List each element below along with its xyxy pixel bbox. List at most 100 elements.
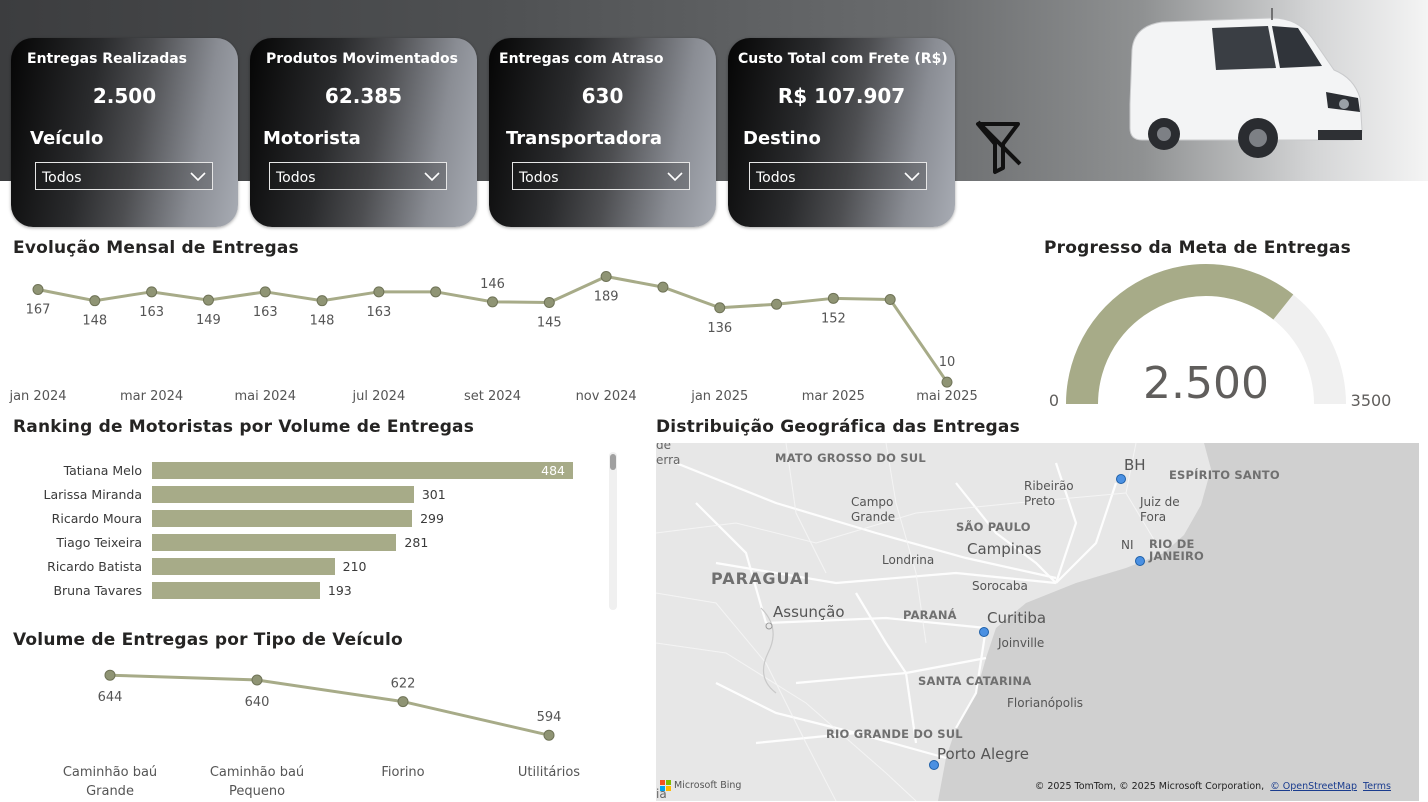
map-label-city: Campinas [967, 540, 1042, 558]
chevron-down-icon [904, 172, 920, 182]
ranking-bar[interactable] [152, 462, 573, 479]
monthly-x-tick: mai 2024 [235, 389, 296, 404]
monthly-x-tick: nov 2024 [576, 389, 637, 404]
map-label-city: Campo [851, 495, 894, 509]
map-label-city: Porto Alegre [937, 745, 1029, 763]
map[interactable]: de erra ia MATO GROSSO DO SUL Campo Gran… [656, 443, 1419, 801]
transportadora-dropdown[interactable]: Todos [512, 162, 690, 190]
kpi-title: Produtos Movimentados [266, 51, 458, 67]
kpi-card-produtos: Produtos Movimentados 62.385 Motorista T… [250, 38, 477, 227]
dropdown-value: Todos [519, 170, 559, 186]
ranking-value-label: 299 [420, 511, 444, 526]
scrollbar-thumb[interactable] [610, 454, 616, 470]
monthly-point[interactable] [600, 270, 612, 282]
ranking-value-label: 301 [421, 487, 446, 502]
monthly-point[interactable] [941, 376, 953, 388]
map-label-city: NI [1121, 538, 1134, 552]
monthly-point[interactable] [827, 292, 839, 304]
monthly-point[interactable] [771, 298, 783, 310]
ranking-category-label: Tiago Teixeira [56, 535, 142, 550]
vehicle-data-label: 644 [98, 690, 123, 705]
ranking-scrollbar[interactable] [609, 452, 617, 610]
monthly-x-tick: set 2024 [464, 389, 521, 404]
vehicle-point[interactable] [543, 729, 555, 741]
vehicle-category-label: Grande [86, 784, 134, 799]
map-point-porto-alegre[interactable] [929, 760, 939, 770]
monthly-point[interactable] [430, 286, 442, 298]
map-label-state: RIO DE [1149, 537, 1195, 551]
monthly-point[interactable] [487, 296, 498, 308]
monthly-point[interactable] [373, 286, 385, 298]
map-label-country: PARAGUAI [711, 569, 811, 588]
map-label-city: Londrina [882, 553, 935, 567]
map-title: Distribuição Geográfica das Entregas [656, 417, 1020, 437]
ranking-value-label: 281 [404, 535, 429, 550]
monthly-data-label: 163 [366, 305, 391, 320]
map-label-state: PARANÁ [903, 608, 957, 622]
vehicle-chart-title: Volume de Entregas por Tipo de Veículo [13, 630, 403, 650]
ranking-value-label: 193 [327, 583, 352, 598]
monthly-x-tick: jan 2025 [690, 389, 748, 404]
ranking-bar-chart: Tatiana Melo 484 Larissa Miranda 301 Ricardo… [0, 455, 620, 615]
vehicle-data-label: 622 [391, 677, 416, 692]
map-label: erra [656, 453, 681, 467]
kpi-card-atraso: Entregas com Atraso 630 Transportadora T… [489, 38, 716, 227]
monthly-point[interactable] [714, 302, 726, 314]
ranking-category-label: Bruna Tavares [53, 583, 142, 598]
vehicle-point[interactable] [104, 669, 116, 681]
monthly-point[interactable] [202, 294, 214, 306]
slicer-label-transportadora: Transportadora [506, 128, 663, 149]
map-point-rio[interactable] [1135, 556, 1145, 566]
map-label: ia [656, 787, 667, 801]
monthly-x-tick: jul 2024 [352, 389, 406, 404]
monthly-point[interactable] [89, 295, 101, 307]
monthly-data-label: 163 [139, 305, 164, 320]
terms-link[interactable]: Terms [1363, 781, 1391, 792]
ranking-value-label: 210 [342, 559, 367, 574]
monthly-x-tick: jan 2024 [8, 389, 66, 404]
microsoft-logo-icon [660, 780, 671, 791]
bing-label: Microsoft Bing [674, 780, 742, 791]
destino-dropdown[interactable]: Todos [749, 162, 927, 190]
veiculo-dropdown[interactable]: Todos [35, 162, 213, 190]
map-point-curitiba[interactable] [979, 627, 989, 637]
kpi-value: R$ 107.907 [777, 84, 906, 108]
vehicle-data-label: 640 [245, 695, 270, 710]
motorista-dropdown[interactable]: Todos [269, 162, 447, 190]
ranking-category-label: Ricardo Batista [47, 559, 142, 574]
kpi-card-entregas: Entregas Realizadas 2.500 Veículo Todos [11, 38, 238, 227]
clear-filter-icon [976, 120, 1022, 174]
vehicle-point[interactable] [251, 674, 263, 686]
monthly-point[interactable] [884, 294, 896, 305]
vehicle-point[interactable] [397, 696, 409, 708]
clear-filter-button[interactable] [972, 116, 1026, 178]
monthly-point[interactable] [543, 296, 555, 308]
ranking-bar[interactable] [152, 510, 413, 527]
monthly-point[interactable] [657, 281, 669, 293]
ranking-bar[interactable] [152, 534, 397, 551]
map-background [656, 443, 1211, 801]
slicer-label-motorista: Motorista [263, 128, 361, 149]
map-label-city: Juiz de [1140, 495, 1180, 509]
map-point-bh[interactable] [1116, 474, 1126, 484]
ranking-bar[interactable] [152, 558, 335, 575]
monthly-series-line [37, 274, 949, 383]
ranking-bar[interactable] [152, 486, 414, 503]
monthly-data-label: 149 [196, 313, 221, 328]
monthly-data-label: 10 [939, 355, 956, 370]
map-label-city: Sorocaba [972, 579, 1028, 593]
monthly-point[interactable] [259, 286, 271, 298]
monthly-point[interactable] [32, 283, 44, 295]
osm-link[interactable]: © OpenStreetMap [1270, 781, 1358, 792]
dropdown-value: Todos [276, 170, 316, 186]
ranking-title: Ranking de Motoristas por Volume de Entr… [13, 417, 475, 437]
ranking-bar[interactable] [152, 582, 320, 599]
dropdown-value: Todos [42, 170, 82, 186]
map-label-state: RIO GRANDE DO SUL [826, 727, 963, 741]
kpi-card-custo: Custo Total com Frete (R$) R$ 107.907 De… [728, 38, 955, 227]
monthly-point[interactable] [146, 286, 158, 298]
monthly-point[interactable] [316, 295, 328, 307]
kpi-title: Custo Total com Frete (R$) [738, 51, 948, 67]
map-label-state: SANTA CATARINA [918, 674, 1032, 688]
map-attribution: © 2025 TomTom, © 2025 Microsoft Corporat… [1035, 781, 1391, 792]
